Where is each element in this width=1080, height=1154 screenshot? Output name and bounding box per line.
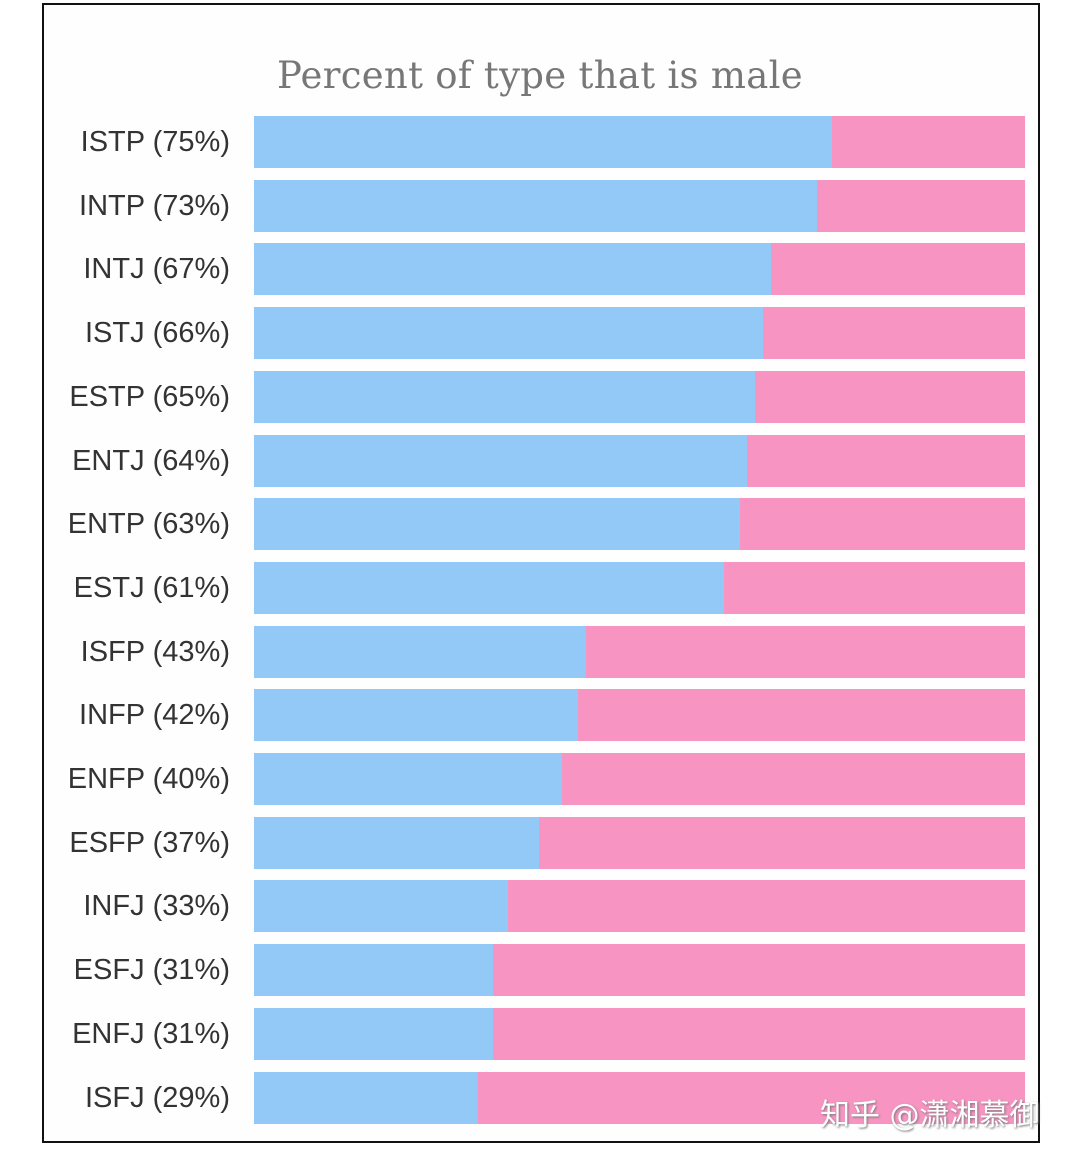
bar-male [254,370,756,423]
category-label: ISTP (75%) [80,126,230,158]
bar-female [832,116,1025,168]
bar-female [755,370,1025,423]
category-label: ISFP (43%) [80,635,230,668]
bar-female [477,1071,1025,1124]
bar-female [770,243,1025,296]
bar-female [577,689,1025,742]
category-label: ESTJ (61%) [73,571,230,604]
bar-female [562,753,1025,805]
category-label: ISFJ (29%) [84,1081,230,1114]
bar-male [254,498,740,551]
bar-female [493,944,1025,997]
category-label: ESFP (37%) [69,826,230,859]
watermark: 知乎 @潇湘慕御 [820,1098,1040,1133]
bar-male [254,753,563,805]
bar-male [254,1007,493,1060]
category-label: INTJ (67%) [83,253,230,286]
bar-female [816,179,1025,232]
bar-male [254,689,578,742]
category-label: ENTJ (64%) [72,444,230,477]
category-label: INFJ (33%) [83,890,230,923]
bar-female [747,434,1025,487]
bar-male [254,880,509,933]
bar-male [254,1071,478,1124]
bar-female [508,880,1025,933]
bar-male [254,561,725,614]
bar-male [254,434,748,487]
bar-female [493,1007,1025,1060]
chart-title: Percent of type that is male [277,54,803,97]
bar-female [724,561,1025,614]
bar-female [762,307,1025,360]
category-label: ENFP (40%) [67,763,230,795]
bar-male [254,944,493,997]
category-label: INTP (73%) [79,189,230,222]
category-label: ESTP (65%) [69,380,230,413]
category-label: ENFJ (31%) [72,1017,230,1050]
bar-female [585,625,1025,678]
bar-male [254,243,771,296]
bar-male [254,116,833,168]
category-label: ENTP (63%) [67,508,230,541]
bar-female [739,498,1025,551]
category-label: ESFJ (31%) [73,954,230,987]
bar-male [254,816,540,869]
bar-male [254,307,763,360]
category-label: ISTJ (66%) [84,317,230,350]
bar-male [254,625,586,678]
category-label: INFP (42%) [79,699,230,732]
bar-male [254,179,817,232]
bar-female [539,816,1025,869]
